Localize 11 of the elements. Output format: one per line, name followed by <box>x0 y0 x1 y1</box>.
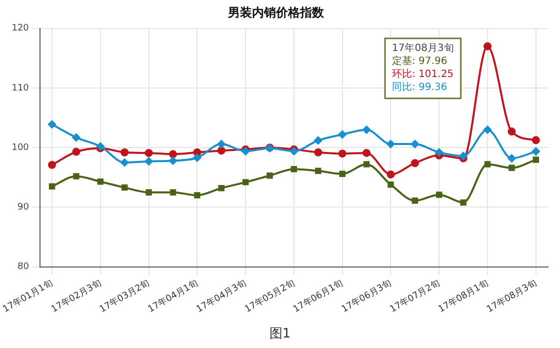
annotation: 17年08月3旬 <box>392 42 454 54</box>
y-tick-label: 120 <box>12 24 30 34</box>
annotation: 定基: 97.96 <box>392 54 448 67</box>
caption: 图1 <box>269 326 291 342</box>
annotation: 同比: 99.36 <box>392 80 448 93</box>
chart-title: 男装内销价格指数 <box>227 5 325 20</box>
y-tick-label: 100 <box>12 142 30 153</box>
y-tick-label: 110 <box>12 83 30 94</box>
annotation: 环比: 101.25 <box>392 68 454 80</box>
y-tick-label: 80 <box>17 262 30 272</box>
y-tick-label: 90 <box>17 202 30 213</box>
